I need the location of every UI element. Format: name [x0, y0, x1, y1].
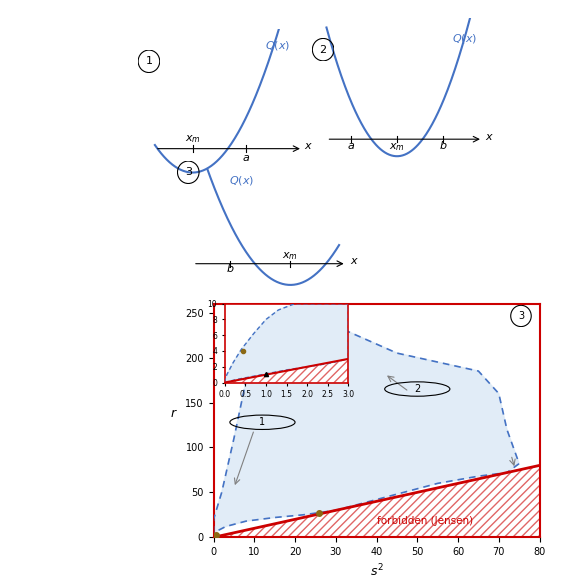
Text: $x$: $x$ [485, 132, 494, 142]
Text: 2: 2 [320, 44, 327, 55]
Text: $Q(x)$: $Q(x)$ [229, 174, 254, 187]
Text: $a$: $a$ [242, 152, 250, 162]
Text: 1: 1 [146, 56, 152, 67]
Text: forbidden (Jensen): forbidden (Jensen) [377, 516, 474, 526]
Text: $x_m$: $x_m$ [185, 134, 201, 145]
Text: 3: 3 [185, 167, 192, 178]
Text: $x$: $x$ [305, 141, 314, 151]
Text: $Q(x)$: $Q(x)$ [452, 32, 477, 46]
Polygon shape [214, 312, 519, 533]
Text: $x$: $x$ [350, 256, 359, 266]
Text: $b$: $b$ [439, 139, 447, 151]
X-axis label: $s^2$: $s^2$ [370, 562, 383, 579]
Text: $x_m$: $x_m$ [283, 250, 298, 262]
Y-axis label: $r$: $r$ [170, 408, 178, 420]
Text: $Q(x)$: $Q(x)$ [265, 39, 290, 52]
Text: $a$: $a$ [347, 141, 355, 151]
Text: $x_m$: $x_m$ [389, 141, 405, 153]
Polygon shape [225, 304, 348, 383]
Text: $b$: $b$ [226, 262, 235, 274]
Text: 2: 2 [414, 384, 420, 394]
Text: 3: 3 [518, 311, 524, 321]
Text: 1: 1 [260, 418, 265, 427]
